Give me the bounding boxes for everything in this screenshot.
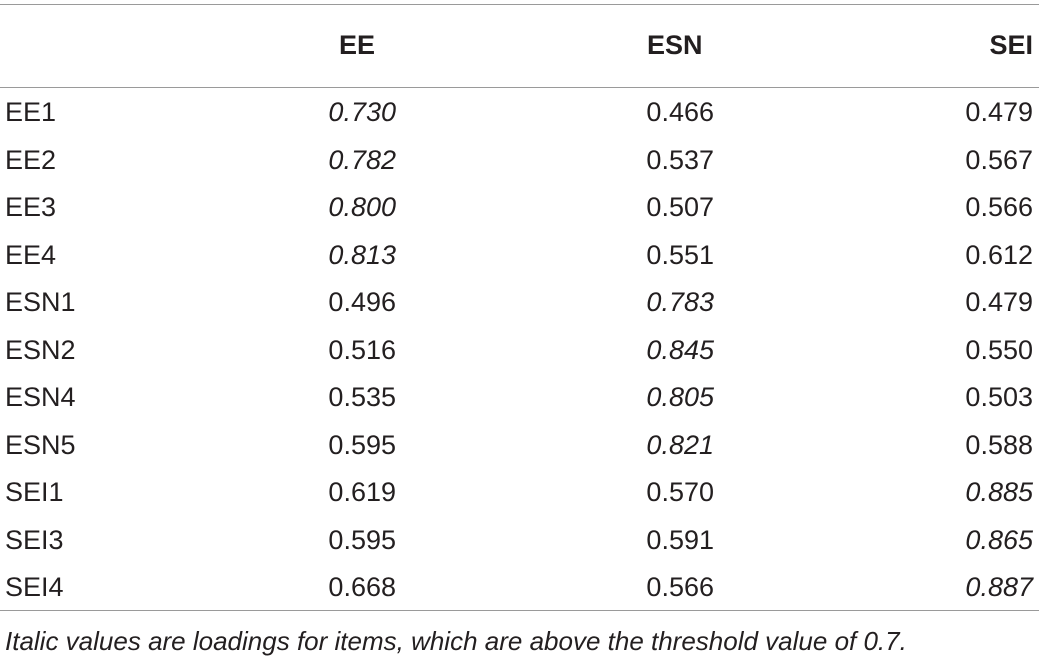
table-row: EE2 0.782 0.537 0.567 xyxy=(0,137,1039,185)
row-label: SEI3 xyxy=(5,524,64,555)
column-header-sei: SEI xyxy=(989,30,1033,60)
table-bottom-rule xyxy=(0,610,1039,611)
table-row: ESN1 0.496 0.783 0.479 xyxy=(0,279,1039,327)
cell-sei: 0.588 xyxy=(965,429,1033,460)
table-row: ESN4 0.535 0.805 0.503 xyxy=(0,374,1039,422)
row-label: ESN4 xyxy=(5,382,76,412)
row-label: ESN2 xyxy=(5,334,76,365)
table-row: SEI4 0.668 0.566 0.887 xyxy=(0,564,1039,612)
table-row: SEI1 0.619 0.570 0.885 xyxy=(0,469,1039,517)
cell-sei: 0.612 xyxy=(965,239,1033,270)
cell-ee: 0.800 xyxy=(328,192,396,222)
row-label: EE2 xyxy=(5,144,57,175)
table-footnote: Italic values are loadings for items, wh… xyxy=(5,626,907,656)
cell-esn: 0.821 xyxy=(646,429,714,460)
cell-sei: 0.865 xyxy=(965,524,1033,555)
row-label: ESN1 xyxy=(5,287,76,317)
cell-esn: 0.466 xyxy=(646,97,714,127)
cell-sei: 0.479 xyxy=(965,97,1033,127)
column-header-ee: EE xyxy=(339,30,376,60)
cell-ee: 0.496 xyxy=(328,287,396,317)
table-header-row: EE ESN SEI xyxy=(0,22,1039,68)
cell-esn: 0.805 xyxy=(646,382,714,412)
row-label: SEI1 xyxy=(5,477,64,507)
cell-sei: 0.503 xyxy=(965,382,1033,412)
table-row: EE4 0.813 0.551 0.612 xyxy=(0,232,1039,280)
cell-sei: 0.566 xyxy=(965,192,1033,222)
cell-ee: 0.619 xyxy=(328,477,396,507)
table-header-rule xyxy=(0,87,1039,88)
cell-esn: 0.783 xyxy=(646,287,714,317)
table-row: ESN5 0.595 0.821 0.588 xyxy=(0,422,1039,470)
cell-ee: 0.595 xyxy=(328,524,396,555)
cell-ee: 0.730 xyxy=(328,97,396,127)
cell-esn: 0.537 xyxy=(646,144,714,175)
cell-sei: 0.885 xyxy=(965,477,1033,507)
table-top-rule xyxy=(0,4,1039,5)
column-header-esn: ESN xyxy=(647,30,703,60)
cell-esn: 0.551 xyxy=(646,239,714,270)
table-row: ESN2 0.516 0.845 0.550 xyxy=(0,327,1039,375)
cell-ee: 0.535 xyxy=(328,382,396,412)
cell-ee: 0.782 xyxy=(328,144,396,175)
cell-esn: 0.845 xyxy=(646,334,714,365)
cell-esn: 0.566 xyxy=(646,572,714,602)
row-label: ESN5 xyxy=(5,429,76,460)
cell-sei: 0.550 xyxy=(965,334,1033,365)
row-label: EE4 xyxy=(5,239,57,270)
cell-ee: 0.595 xyxy=(328,429,396,460)
cell-esn: 0.507 xyxy=(646,192,714,222)
row-label: EE1 xyxy=(5,97,57,127)
row-label: EE3 xyxy=(5,192,57,222)
cell-esn: 0.591 xyxy=(646,524,714,555)
table-body: EE1 0.730 0.466 0.479 EE2 0.782 0.537 0.567 EE3 0… xyxy=(0,89,1039,612)
cell-sei: 0.567 xyxy=(965,144,1033,175)
cell-ee: 0.516 xyxy=(328,334,396,365)
table-row: SEI3 0.595 0.591 0.865 xyxy=(0,517,1039,565)
cell-ee: 0.813 xyxy=(328,239,396,270)
row-label: SEI4 xyxy=(5,572,64,602)
cell-sei: 0.479 xyxy=(965,287,1033,317)
table-row: EE3 0.800 0.507 0.566 xyxy=(0,184,1039,232)
cell-sei: 0.887 xyxy=(965,572,1033,602)
table-row: EE1 0.730 0.466 0.479 xyxy=(0,89,1039,137)
cell-esn: 0.570 xyxy=(646,477,714,507)
cell-ee: 0.668 xyxy=(328,572,396,602)
